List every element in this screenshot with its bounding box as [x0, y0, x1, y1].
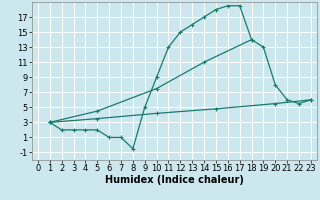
X-axis label: Humidex (Indice chaleur): Humidex (Indice chaleur): [105, 175, 244, 185]
